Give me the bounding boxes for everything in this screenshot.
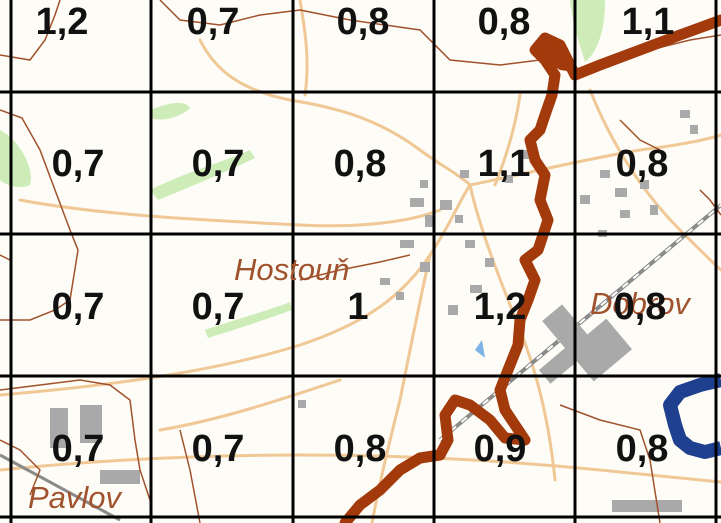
cell-value: 1,2 [473, 286, 527, 328]
place-label-dobrovic: Dobrov [590, 286, 690, 321]
railway [0, 203, 721, 522]
water-body [663, 373, 721, 459]
cell-value: 0,7 [186, 1, 240, 43]
cell-value: 1,1 [477, 143, 531, 185]
marked-trail [339, 14, 721, 523]
built-up-areas [50, 110, 698, 512]
cell-value: 0,7 [191, 143, 245, 185]
cell-value: 0,7 [51, 428, 105, 470]
cell-value: 0,8 [615, 428, 669, 470]
place-label-hostoun: Hostouň [234, 252, 350, 287]
cell-value: 0,8 [613, 286, 667, 328]
cell-value: 0,7 [51, 143, 105, 185]
cell-value: 0,8 [477, 1, 531, 43]
cell-value: 1,2 [35, 1, 89, 43]
cell-value: 1 [347, 286, 369, 328]
cell-value: 0,7 [191, 286, 245, 328]
place-label-pavlov: Pavlov [28, 480, 122, 515]
cell-value: 0,8 [333, 143, 387, 185]
vegetation-areas [0, 0, 605, 338]
trail-loop [535, 38, 575, 72]
cell-value: 0,8 [336, 1, 390, 43]
cell-value: 1,1 [621, 1, 675, 43]
cell-value: 0,8 [333, 428, 387, 470]
pond [475, 340, 485, 358]
cell-value: 0,9 [473, 428, 527, 470]
cell-value: 0,8 [615, 143, 669, 185]
cell-value: 0,7 [51, 286, 105, 328]
cell-value: 0,7 [191, 428, 245, 470]
